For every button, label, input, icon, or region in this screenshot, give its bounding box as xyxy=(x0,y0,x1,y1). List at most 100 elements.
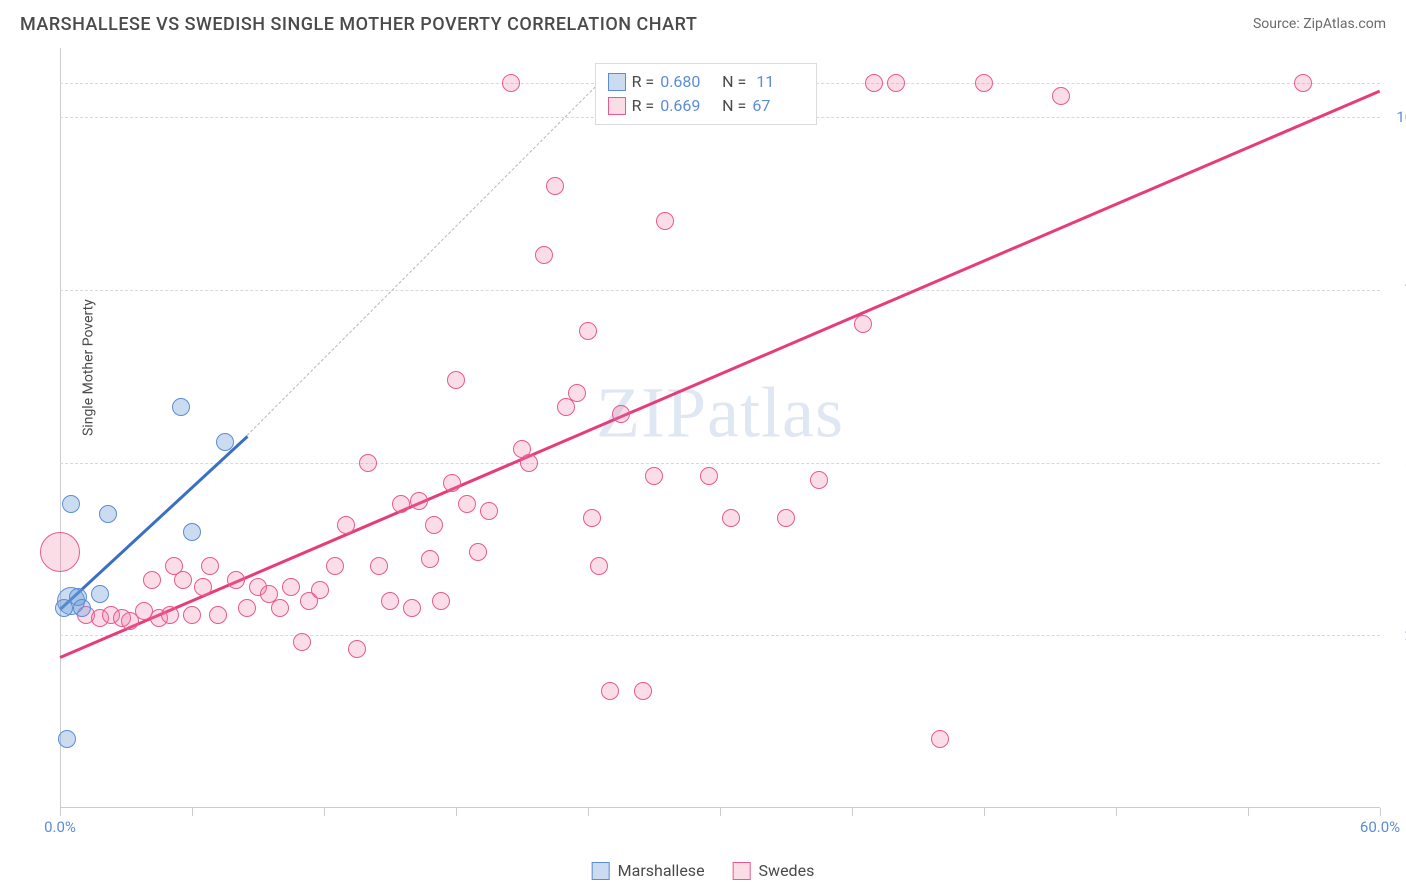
legend-item-marshallese: Marshallese xyxy=(592,861,705,880)
swatch-pink-icon xyxy=(608,97,626,115)
data-point xyxy=(392,495,410,513)
y-axis xyxy=(60,48,61,808)
gridline xyxy=(60,463,1380,464)
data-point xyxy=(348,640,366,658)
r-label: R = xyxy=(632,94,655,118)
swatch-blue-icon xyxy=(608,73,626,91)
data-point xyxy=(432,592,450,610)
data-point xyxy=(612,405,630,423)
x-tick xyxy=(60,808,61,816)
data-point xyxy=(282,578,300,596)
x-tick xyxy=(588,808,589,816)
legend-label: Swedes xyxy=(759,861,815,880)
trendline xyxy=(60,90,1381,659)
data-point xyxy=(865,74,883,92)
data-point xyxy=(99,505,117,523)
data-point xyxy=(359,454,377,472)
y-tick-label: 50.0% xyxy=(1385,454,1406,472)
data-point xyxy=(370,557,388,575)
gridline xyxy=(60,290,1380,291)
data-point xyxy=(337,516,355,534)
data-point xyxy=(645,467,663,485)
n-value: 67 xyxy=(752,94,804,118)
stats-row-marshallese: R =0.680 N = 11 xyxy=(608,70,805,94)
stats-row-swedes: R =0.669 N =67 xyxy=(608,94,805,118)
data-point xyxy=(293,633,311,651)
data-point xyxy=(403,599,421,617)
data-point xyxy=(143,571,161,589)
data-point xyxy=(183,606,201,624)
x-tick xyxy=(852,808,853,816)
source-attribution: Source: ZipAtlas.com xyxy=(1253,16,1386,32)
data-point xyxy=(209,606,227,624)
data-point xyxy=(568,384,586,402)
data-point xyxy=(183,523,201,541)
legend-item-swedes: Swedes xyxy=(733,861,815,880)
data-point xyxy=(469,543,487,561)
data-point xyxy=(172,398,190,416)
data-point xyxy=(216,433,234,451)
data-point xyxy=(410,492,428,510)
x-tick xyxy=(456,808,457,816)
data-point xyxy=(194,578,212,596)
r-value: 0.680 xyxy=(660,70,712,94)
legend-label: Marshallese xyxy=(618,861,705,880)
data-point xyxy=(535,246,553,264)
x-tick xyxy=(1116,808,1117,816)
data-point xyxy=(777,509,795,527)
data-point xyxy=(91,585,109,603)
plot-area: ZIPatlas 25.0%50.0%75.0%100.0%0.0%60.0%R… xyxy=(60,48,1380,808)
data-point xyxy=(271,599,289,617)
data-point xyxy=(161,606,179,624)
watermark: ZIPatlas xyxy=(596,371,844,454)
n-label: N = xyxy=(718,70,746,94)
chart-container: Single Mother Poverty ZIPatlas 25.0%50.0… xyxy=(60,48,1380,808)
data-point xyxy=(520,454,538,472)
data-point xyxy=(931,730,949,748)
data-point xyxy=(58,730,76,748)
data-point xyxy=(634,682,652,700)
bottom-legend: Marshallese Swedes xyxy=(592,861,815,880)
data-point xyxy=(700,467,718,485)
swatch-pink-icon xyxy=(733,862,751,880)
data-point xyxy=(480,502,498,520)
n-value: 11 xyxy=(752,70,804,94)
data-point xyxy=(590,557,608,575)
legend-stats-box: R =0.680 N = 11R =0.669 N =67 xyxy=(595,63,818,125)
x-tick xyxy=(1380,808,1381,816)
x-tick xyxy=(720,808,721,816)
data-point xyxy=(425,516,443,534)
data-point xyxy=(1294,74,1312,92)
gridline xyxy=(60,635,1380,636)
data-point xyxy=(443,474,461,492)
data-point xyxy=(73,599,91,617)
data-point xyxy=(40,532,80,572)
data-point xyxy=(62,495,80,513)
y-tick-label: 25.0% xyxy=(1385,626,1406,644)
x-tick xyxy=(1248,808,1249,816)
data-point xyxy=(854,315,872,333)
y-tick-label: 100.0% xyxy=(1385,108,1406,126)
r-value: 0.669 xyxy=(660,94,712,118)
data-point xyxy=(458,495,476,513)
r-label: R = xyxy=(632,70,655,94)
chart-title: MARSHALLESE VS SWEDISH SINGLE MOTHER POV… xyxy=(20,14,697,35)
x-tick xyxy=(192,808,193,816)
data-point xyxy=(238,599,256,617)
data-point xyxy=(227,571,245,589)
data-point xyxy=(579,322,597,340)
x-tick-label: 60.0% xyxy=(1360,818,1400,836)
data-point xyxy=(722,509,740,527)
data-point xyxy=(55,599,73,617)
data-point xyxy=(201,557,219,575)
data-point xyxy=(1052,87,1070,105)
data-point xyxy=(583,509,601,527)
data-point xyxy=(546,177,564,195)
data-point xyxy=(601,682,619,700)
data-point xyxy=(174,571,192,589)
n-label: N = xyxy=(718,94,746,118)
data-point xyxy=(656,212,674,230)
y-tick-label: 75.0% xyxy=(1385,281,1406,299)
data-point xyxy=(311,581,329,599)
data-point xyxy=(381,592,399,610)
